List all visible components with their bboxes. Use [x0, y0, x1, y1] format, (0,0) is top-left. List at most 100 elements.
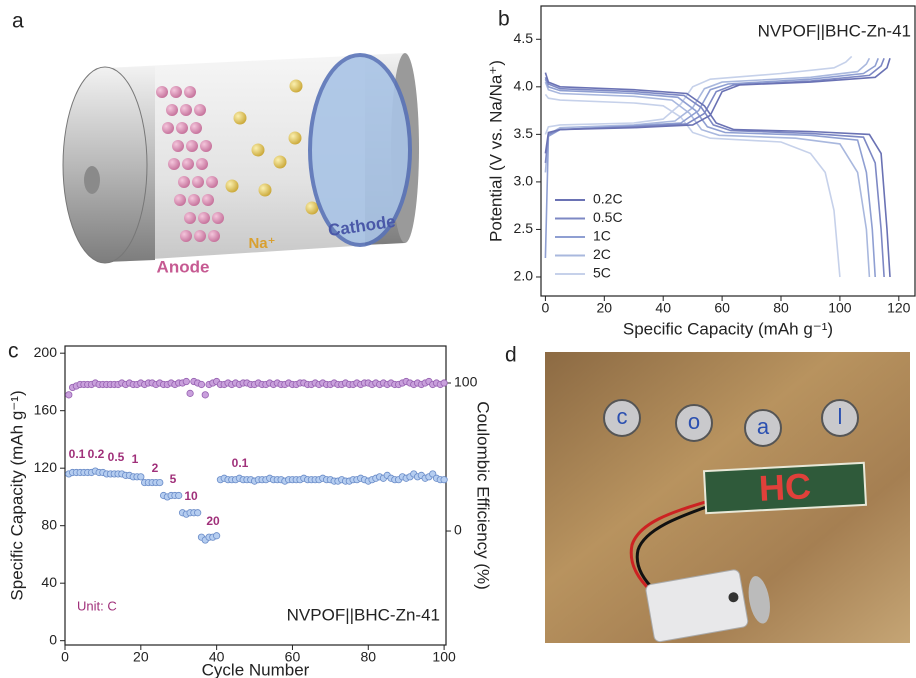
coin	[821, 399, 859, 437]
ion	[273, 155, 287, 169]
point	[213, 532, 221, 540]
rate-label: 5	[170, 472, 177, 486]
curve	[544, 72, 891, 278]
wire-black	[635, 503, 713, 594]
plot-frame	[540, 5, 916, 297]
anode-atom	[180, 230, 192, 242]
point	[194, 509, 202, 517]
y2-axis-label: Coulombic Efficiency (%)	[474, 401, 493, 590]
curve	[544, 78, 876, 278]
rate-label: 0.1	[69, 447, 86, 461]
chart-title: NVPOF||BHC-Zn-41	[287, 605, 440, 624]
coin-cell	[748, 576, 770, 624]
x-tick-label: 100	[432, 649, 456, 665]
y-tick-label: 160	[34, 401, 58, 417]
anode-atom	[192, 176, 204, 188]
y-axis-label: Potential (V vs. Na/Na⁺)	[486, 60, 505, 242]
ion	[258, 183, 272, 197]
anode-atom	[174, 194, 186, 206]
anode-atom	[190, 122, 202, 134]
panel-label: c	[8, 340, 19, 363]
rate-label: 0.2	[88, 447, 105, 461]
curve	[544, 81, 871, 278]
x-tick-label: 60	[285, 649, 301, 665]
anode-atom	[182, 158, 194, 170]
coin-letter: l	[838, 404, 843, 429]
anode-atom	[178, 176, 190, 188]
anode-atom	[196, 158, 208, 170]
ion	[288, 131, 302, 145]
y-tick-label: 80	[41, 516, 57, 532]
y-tick-label: 3.5	[514, 125, 534, 141]
point	[440, 379, 448, 387]
anode-atom	[194, 104, 206, 116]
y-tick-label: 0	[49, 631, 57, 647]
panel-label: d	[505, 344, 517, 367]
x-tick-label: 120	[887, 300, 911, 316]
panel-a: a Anode Na⁺ Cathode	[12, 10, 419, 276]
y-axis-label: Specific Capacity (mAh g⁻¹)	[7, 390, 26, 600]
led-board: HC	[702, 461, 868, 515]
legend-label: 0.5C	[593, 209, 623, 225]
legend-label: 5C	[593, 265, 611, 281]
coin	[744, 409, 782, 447]
wire-red	[629, 498, 713, 592]
x-tick-label: 0	[61, 649, 69, 665]
curve	[544, 93, 841, 278]
ion	[251, 143, 265, 157]
ion	[233, 111, 247, 125]
led-text: HC	[758, 465, 812, 509]
anode-atom	[170, 86, 182, 98]
ion	[305, 201, 319, 215]
point	[201, 391, 209, 399]
rate-label: 1	[132, 452, 139, 466]
anode-atom	[186, 140, 198, 152]
y-tick-label: 4.5	[514, 30, 534, 46]
x-tick-label: 60	[714, 300, 730, 316]
y-tick-label: 2.0	[514, 268, 534, 284]
y-tick-label: 120	[34, 459, 58, 475]
panel-d: d c o a l HC	[505, 344, 910, 643]
anode-mesh	[156, 86, 224, 242]
anode-atom	[212, 212, 224, 224]
cathode-disc	[308, 53, 412, 247]
anode-atom	[168, 158, 180, 170]
curve	[544, 58, 891, 154]
coin	[675, 404, 713, 442]
coin-letter: o	[688, 409, 700, 434]
board	[702, 461, 868, 515]
point	[65, 391, 73, 399]
anode-atom	[188, 194, 200, 206]
annotation: Unit: C	[77, 598, 117, 613]
x-tick-label: 20	[133, 649, 149, 665]
x-tick-label: 20	[597, 300, 613, 316]
panel-label: a	[12, 10, 24, 33]
anode-atom	[206, 176, 218, 188]
legend-label: 2C	[593, 246, 611, 262]
anode-atom	[172, 140, 184, 152]
anode-atom	[184, 212, 196, 224]
legend-label: 0.2C	[593, 191, 623, 207]
anode-atom	[200, 140, 212, 152]
point	[186, 389, 194, 397]
cell-end	[62, 66, 148, 264]
anode-atom	[166, 104, 178, 116]
y2-tick-label: 100	[454, 374, 478, 390]
x-tick-label: 80	[773, 300, 789, 316]
anode-atom	[176, 122, 188, 134]
anode-atom	[180, 104, 192, 116]
rate-label: 0.1	[232, 456, 249, 470]
coin-letter: a	[757, 414, 770, 439]
y-tick-label: 200	[34, 344, 58, 360]
sodium-ions	[225, 79, 319, 215]
point	[175, 491, 183, 500]
sodium-label: Na⁺	[248, 235, 275, 252]
anode-atom	[202, 194, 214, 206]
chart-title: NVPOF||BHC-Zn-41	[758, 21, 911, 40]
battery-holder	[645, 569, 770, 643]
y-tick-label: 40	[41, 574, 57, 590]
legend-label: 1C	[593, 228, 611, 244]
anode-atom	[162, 122, 174, 134]
x-tick-label: 40	[655, 300, 671, 316]
